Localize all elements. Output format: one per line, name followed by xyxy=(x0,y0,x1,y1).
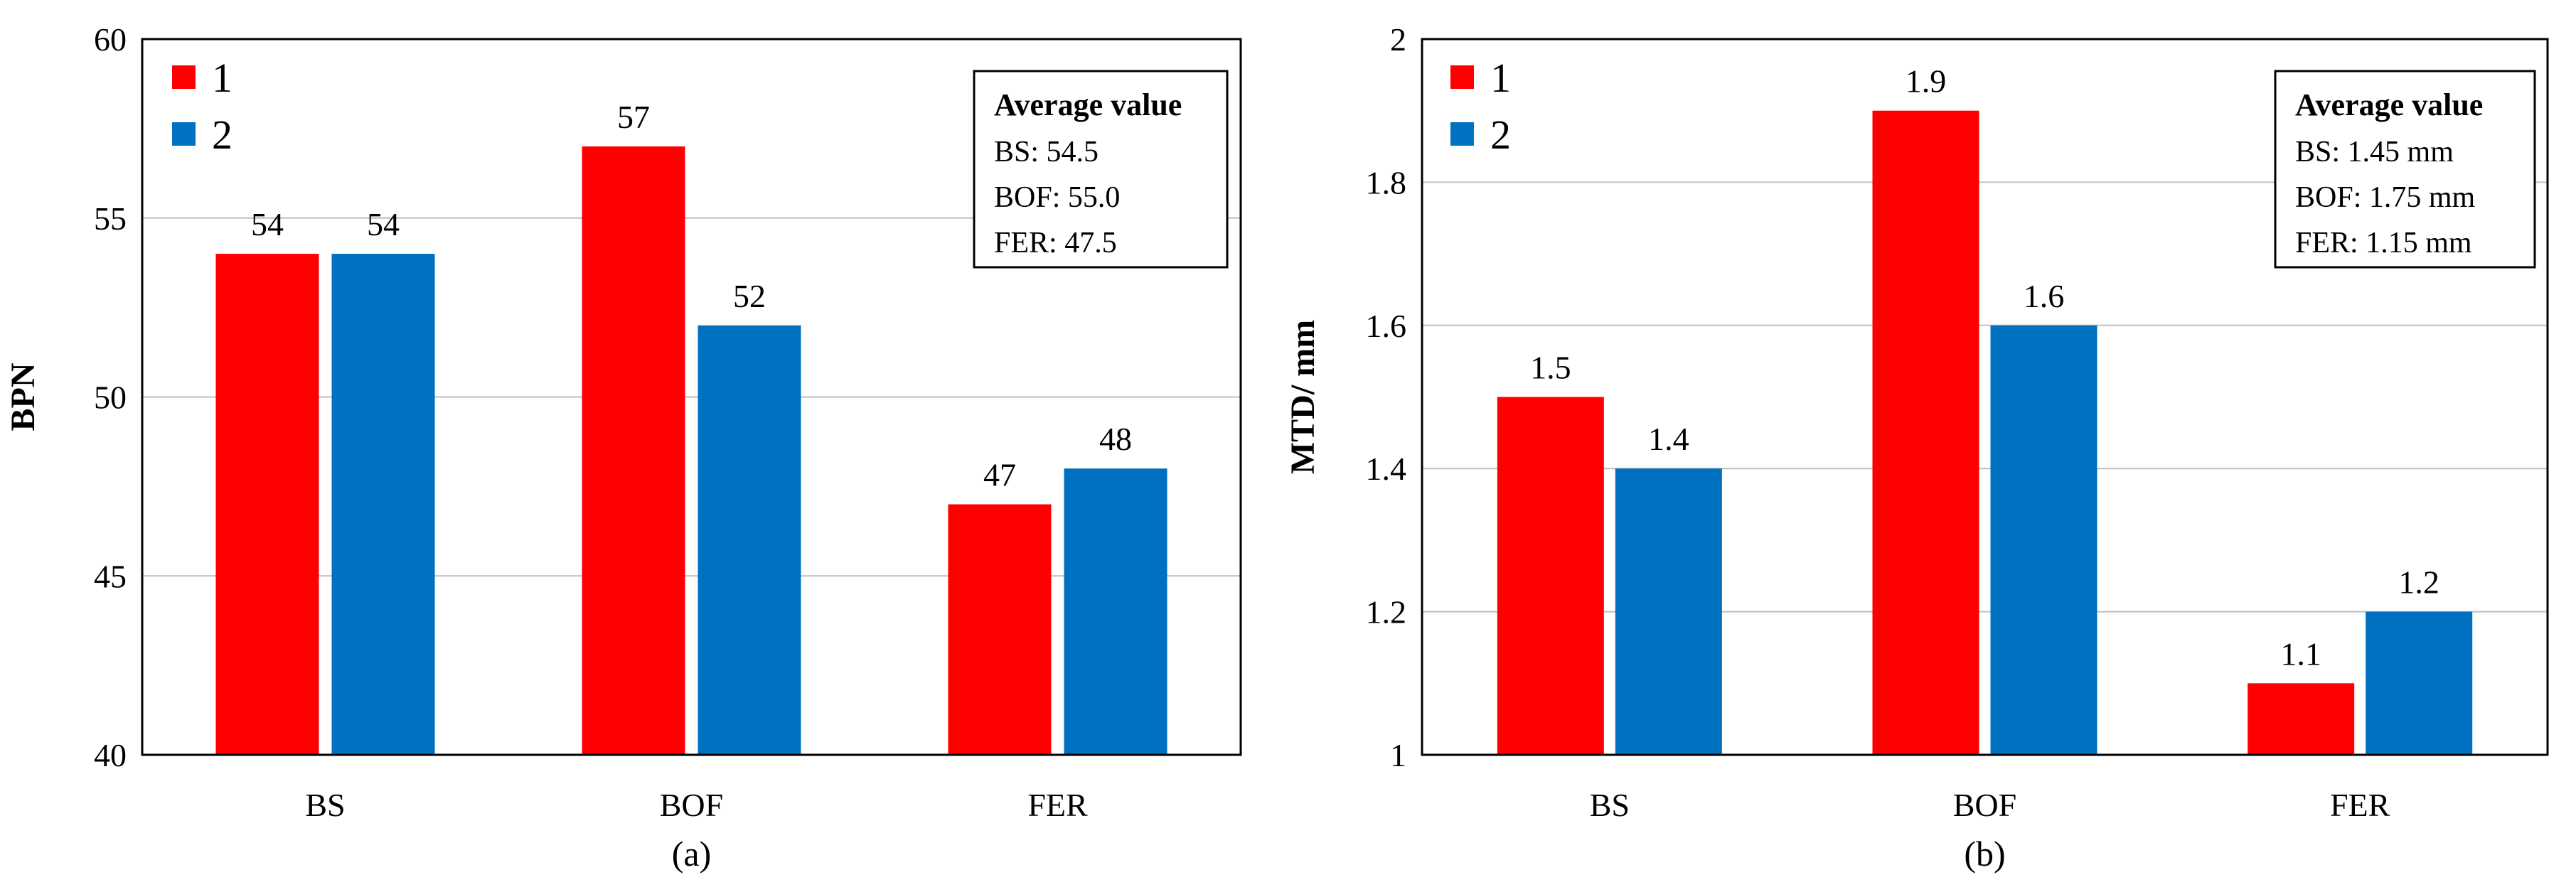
chart-a-average-line: BS: 54.5 xyxy=(994,136,1099,168)
chart-b-ylabel: MTD/ mm xyxy=(1284,320,1322,474)
chart-a-category-label: BS xyxy=(305,787,345,823)
chart-a-data-label: 47 xyxy=(983,457,1016,493)
chart-b-bar-fer-series-1 xyxy=(2248,683,2355,755)
chart-a-caption: (a) xyxy=(672,834,712,874)
chart-b-bar-bof-series-2 xyxy=(1990,325,2097,755)
chart-b-average-line: FER: 1.15 mm xyxy=(2295,227,2472,259)
chart-b-ytick-label: 2 xyxy=(1390,21,1406,58)
chart-b-bar-bs-series-1 xyxy=(1497,397,1604,755)
chart-a-average-box xyxy=(973,70,1229,269)
chart-b-bar-fer-series-2 xyxy=(2366,611,2473,755)
chart-a-plot-frame xyxy=(141,38,1242,756)
chart-a-bar-fer-series-1 xyxy=(948,504,1052,755)
chart-b-average-box xyxy=(2274,70,2536,269)
chart-a-data-label: 54 xyxy=(367,206,400,242)
chart-b-legend-swatch-1 xyxy=(1450,65,1474,89)
chart-a-category-label: BOF xyxy=(660,787,723,823)
chart-a-ytick-label: 45 xyxy=(94,558,127,594)
chart-a-bar-fer-series-2 xyxy=(1064,468,1167,755)
chart-a-ytick-label: 50 xyxy=(94,380,127,416)
chart-b-data-label: 1.2 xyxy=(2398,564,2439,601)
chart-b-category-label: FER xyxy=(2330,787,2390,823)
chart-b-category-label: BOF xyxy=(1953,787,2016,823)
chart-b-legend-swatch-2 xyxy=(1450,122,1474,146)
chart-a-bar-bs-series-1 xyxy=(215,254,319,756)
chart-a-ytick-label: 55 xyxy=(94,200,127,237)
chart-a-data-label: 52 xyxy=(733,278,766,314)
chart-a-ytick-label: 40 xyxy=(94,737,127,773)
chart-a-legend-swatch-2 xyxy=(172,122,196,146)
chart-b-ytick-label: 1.8 xyxy=(1366,164,1407,200)
chart-b-legend-label-2: 2 xyxy=(1490,112,1511,158)
chart-a-category-label: FER xyxy=(1027,787,1088,823)
chart-b-ytick-label: 1 xyxy=(1390,737,1406,773)
chart-a-legend-label-2: 2 xyxy=(212,112,233,158)
chart-a-bar-bof-series-2 xyxy=(698,325,801,755)
chart-a-legend-swatch-1 xyxy=(172,65,196,89)
chart-a-ylabel: BPN xyxy=(4,362,42,431)
chart-a-ytick-label: 60 xyxy=(94,21,127,58)
chart-b-ytick-label: 1.2 xyxy=(1366,594,1407,630)
chart-b-category-label: BS xyxy=(1590,787,1630,823)
chart-b-ytick-label: 1.4 xyxy=(1366,451,1407,487)
chart-b-data-label: 1.6 xyxy=(2024,278,2065,314)
chart-b-ytick-label: 1.6 xyxy=(1366,308,1407,344)
chart-b-bar-bs-series-2 xyxy=(1615,468,1722,755)
chart-b-average-line: BS: 1.45 mm xyxy=(2295,136,2454,168)
chart-b-data-label: 1.4 xyxy=(1648,421,1689,457)
chart-b-average-line: BOF: 1.75 mm xyxy=(2295,181,2476,214)
chart-b-mtd: 1 1.2 1.4 1.6 1.8 2 1.5 1.4 BS 1.9 1.6 BOF 1.1 1.2 FER… xyxy=(1284,21,2549,874)
chart-a-bar-bof-series-1 xyxy=(582,146,685,756)
chart-a-average-line: BOF: 55.0 xyxy=(994,181,1120,214)
chart-b-data-label: 1.1 xyxy=(2280,635,2321,672)
chart-b-caption: (b) xyxy=(1964,834,2005,874)
chart-a-data-label: 57 xyxy=(617,99,650,135)
chart-b-legend-label-1: 1 xyxy=(1490,55,1511,101)
chart-b-plot-frame xyxy=(1421,38,2549,756)
chart-b-data-label: 1.5 xyxy=(1530,350,1571,386)
chart-a-average-title: Average value xyxy=(994,87,1182,122)
chart-a-data-label: 54 xyxy=(251,206,284,242)
chart-a-bpn: 40 45 50 55 60 54 54 BS 57 52 BOF 47 48 FER BPN (a) 1 2 Av… xyxy=(4,21,1242,874)
chart-b-data-label: 1.9 xyxy=(1906,63,1947,100)
chart-a-legend-label-1: 1 xyxy=(212,55,233,101)
chart-a-bar-bs-series-2 xyxy=(331,254,435,756)
chart-a-average-line: FER: 47.5 xyxy=(994,227,1117,259)
chart-b-average-title: Average value xyxy=(2295,87,2483,122)
chart-a-data-label: 48 xyxy=(1099,421,1132,457)
chart-b-bar-bof-series-1 xyxy=(1872,110,1979,755)
